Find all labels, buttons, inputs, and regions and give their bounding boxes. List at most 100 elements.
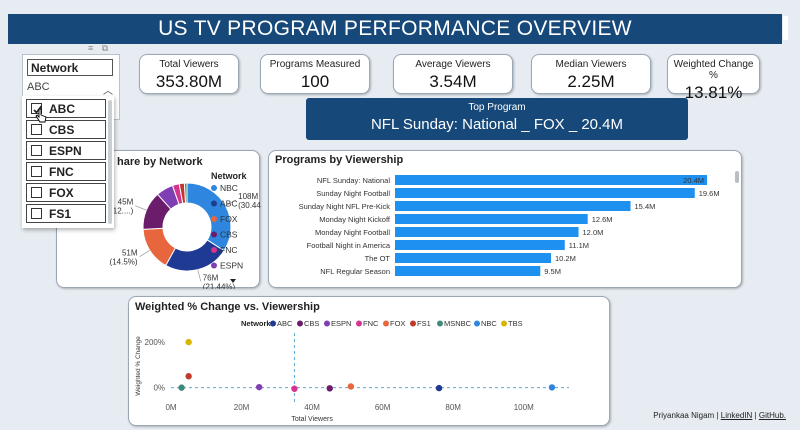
scatter-point-msnbc[interactable] <box>178 384 185 391</box>
legend-marker-cbs <box>211 231 217 238</box>
legend-entry-fox[interactable]: FOX <box>220 214 238 224</box>
slicer-option-fs1[interactable]: FS1 <box>26 204 106 223</box>
footer-separator: | <box>754 411 757 420</box>
legend-scroll-down-icon[interactable] <box>230 279 236 283</box>
kpi-value: 100 <box>300 72 330 91</box>
donut-leader-line <box>139 250 150 257</box>
slicer-option-label: FS1 <box>49 207 72 221</box>
bar-4[interactable] <box>395 214 588 224</box>
bar-value-label: 19.6M <box>699 189 720 198</box>
bar-chart-title: Programs by Viewership <box>275 154 403 166</box>
footer-author: Priyankaa Nigam <box>653 411 715 420</box>
chevron-up-icon[interactable]: ︿ <box>103 86 113 97</box>
donut-slice-nbc[interactable] <box>186 182 232 252</box>
bar-value-label: 9.5M <box>544 267 561 276</box>
slicer-selected-value[interactable]: ABC <box>27 81 50 93</box>
legend-entry-cbs[interactable]: CBS <box>220 230 238 240</box>
slicer-option-espn[interactable]: ESPN <box>26 141 106 160</box>
legend-entry-espn[interactable]: ESPN <box>220 261 243 271</box>
legend-marker-nbc <box>211 185 217 191</box>
scatter-point-fnc[interactable] <box>291 385 298 392</box>
kpi-value: 13.81% <box>684 83 743 102</box>
bar-3[interactable] <box>395 201 631 211</box>
scatter-point-espn[interactable] <box>255 383 263 391</box>
donut-data-label: 108M <box>238 192 258 201</box>
legend-entry-nbc[interactable]: NBC <box>220 183 238 193</box>
legend-marker-fox <box>211 216 217 222</box>
scatter-point-cbs[interactable] <box>326 385 333 392</box>
kpi-value: 3.54M <box>429 72 477 91</box>
kpi-programs-measured: Programs Measured 100 <box>260 54 370 94</box>
bar-category-label: Sunday Night Football <box>316 189 390 198</box>
donut-slice-msnbc[interactable] <box>183 182 188 204</box>
page-scrollbar[interactable] <box>783 16 788 40</box>
bar-category-label: Monday Night Kickoff <box>319 215 391 224</box>
donut-data-label: 45M <box>118 198 134 207</box>
scatter-point-abc[interactable] <box>435 384 443 392</box>
scatter-legend-entry-nbc[interactable]: NBC <box>481 319 497 328</box>
scatter-point-tbs[interactable] <box>185 338 192 346</box>
scatter-legend-marker-nbc <box>474 320 480 327</box>
linkedin-link[interactable]: LinkedIN <box>720 411 753 420</box>
scatter-legend-entry-cbs[interactable]: CBS <box>304 319 319 328</box>
legend-entry-fnc[interactable]: FNC <box>220 245 237 255</box>
expand-icon[interactable]: ⧉ <box>101 43 109 53</box>
slicer-toolbar: ≡ ⧉ <box>88 43 108 54</box>
bar-5[interactable] <box>395 227 579 237</box>
scatter-legend-entry-tbs[interactable]: TBS <box>508 319 523 328</box>
slicer-option-label: FOX <box>49 186 74 200</box>
top-program-card: Top Program NFL Sunday: National _ FOX _… <box>306 98 688 140</box>
scatter-legend-entry-espn[interactable]: ESPN <box>331 319 351 328</box>
legend-marker-fnc <box>211 247 217 253</box>
filter-icon[interactable]: ≡ <box>88 43 94 53</box>
kpi-value: 2.25M <box>567 72 615 91</box>
slicer-option-label: FNC <box>49 165 74 179</box>
legend-entry-abc[interactable]: ABC <box>220 199 237 209</box>
bar-value-label: 10.2M <box>555 254 576 263</box>
checkbox-icon[interactable] <box>31 166 42 177</box>
scatter-y-tick: 0% <box>153 384 165 393</box>
checkbox-icon[interactable] <box>31 145 42 156</box>
scatter-legend-entry-fox[interactable]: FOX <box>390 319 405 328</box>
slicer-option-label: ESPN <box>49 144 82 158</box>
bar-6[interactable] <box>395 240 565 250</box>
scatter-legend-marker-abc <box>270 320 276 327</box>
scatter-point-fox[interactable] <box>347 383 355 390</box>
slicer-option-abc[interactable]: ABC <box>26 99 106 118</box>
donut-data-label: 76M <box>203 273 219 282</box>
scatter-legend-entry-fs1[interactable]: FS1 <box>417 319 431 328</box>
scatter-legend-marker-cbs <box>297 320 303 327</box>
bar-1[interactable] <box>395 175 707 185</box>
weighted-change-scatter-panel: Weighted % Change vs. Viewership Network… <box>128 296 610 426</box>
bar-chart-scrollbar[interactable] <box>735 171 739 183</box>
github-link[interactable]: GitHub. <box>758 411 786 420</box>
network-share-donut-chart: hare by Network 108M(30.44%) 76M(21.44%) 5… <box>110 156 271 291</box>
scatter-legend-marker-tbs <box>501 320 507 327</box>
kpi-value: 353.80M <box>155 72 223 91</box>
checkbox-checked-icon[interactable] <box>31 103 43 114</box>
slicer-option-fnc[interactable]: FNC <box>26 162 106 181</box>
programs-bar-chart: Programs by Viewership NFL Sunday: Natio… <box>275 154 739 276</box>
checkbox-icon[interactable] <box>31 208 42 219</box>
slicer-list-scrollbar[interactable] <box>108 100 112 224</box>
scatter-legend-marker-fox <box>383 320 389 327</box>
bar-8[interactable] <box>395 266 541 276</box>
bar-2[interactable] <box>395 188 695 198</box>
scatter-legend-entry-fnc[interactable]: FNC <box>363 319 379 328</box>
checkbox-icon[interactable] <box>31 124 42 135</box>
weighted-change-scatter-chart: Weighted % Change vs. Viewership Network… <box>135 301 569 423</box>
scatter-point-fs1[interactable] <box>185 373 192 380</box>
slicer-option-cbs[interactable]: CBS <box>26 120 106 139</box>
page-title: US TV PROGRAM PERFORMANCE OVERVIEW <box>8 14 782 44</box>
scatter-legend-entry-abc[interactable]: ABC <box>277 319 293 328</box>
scatter-x-tick: 40M <box>304 403 320 412</box>
slicer-option-fox[interactable]: FOX <box>26 183 106 202</box>
bar-7[interactable] <box>395 253 551 263</box>
checkbox-icon[interactable] <box>31 187 42 198</box>
kpi-label: Total Viewers <box>159 59 219 70</box>
scatter-point-nbc[interactable] <box>548 384 556 391</box>
bar-value-label: 15.4M <box>635 202 656 211</box>
scatter-legend-entry-msnbc[interactable]: MSNBC <box>444 319 472 328</box>
donut-leader-line <box>135 205 147 211</box>
bar-value-label: 11.1M <box>569 241 589 250</box>
